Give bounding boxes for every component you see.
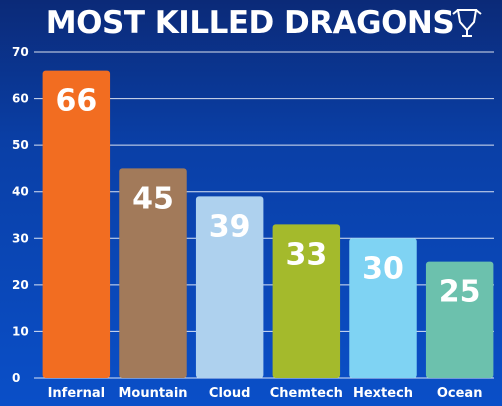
y-tick-label: 70 bbox=[12, 45, 29, 59]
x-category-label: Chemtech bbox=[270, 386, 343, 401]
bar-infernal bbox=[42, 70, 111, 378]
y-tick-label: 20 bbox=[12, 278, 29, 292]
y-tick-label: 0 bbox=[12, 371, 20, 385]
bar-hextech bbox=[349, 238, 417, 378]
x-category-label: Cloud bbox=[209, 386, 251, 401]
bar-value-label: 33 bbox=[285, 237, 327, 272]
y-tick-label: 30 bbox=[12, 231, 29, 245]
gridlines bbox=[34, 51, 494, 379]
bar-value-labels: 66 45 39 33 30 25 bbox=[55, 84, 480, 310]
x-category-label: Infernal bbox=[48, 386, 105, 401]
y-tick-label: 50 bbox=[12, 138, 29, 152]
bar-ocean bbox=[425, 261, 494, 378]
y-tick-label: 10 bbox=[12, 324, 29, 338]
bar-mountain bbox=[119, 168, 187, 378]
bar-value-label: 30 bbox=[362, 251, 404, 286]
bar-value-label: 66 bbox=[55, 84, 97, 119]
bar-value-label: 25 bbox=[439, 275, 481, 310]
x-category-label: Mountain bbox=[118, 386, 187, 401]
x-category-label: Hextech bbox=[353, 386, 413, 401]
x-category-label: Ocean bbox=[437, 386, 483, 401]
y-tick-label: 60 bbox=[12, 92, 29, 106]
chart-title: MOST KILLED DRAGONS bbox=[46, 5, 454, 41]
bar-chemtech bbox=[272, 224, 341, 378]
x-axis-labels: Infernal Mountain Cloud Chemtech Hextech Ocea… bbox=[48, 386, 483, 401]
y-tick-label: 40 bbox=[12, 185, 29, 199]
y-axis-ticks: 0 10 20 30 40 50 60 70 bbox=[12, 45, 29, 385]
bar-value-label: 45 bbox=[132, 181, 174, 216]
worlds-trophy-logo-icon bbox=[452, 9, 482, 37]
bars bbox=[42, 70, 494, 378]
bar-value-label: 39 bbox=[209, 209, 251, 244]
bar-cloud bbox=[195, 196, 264, 378]
